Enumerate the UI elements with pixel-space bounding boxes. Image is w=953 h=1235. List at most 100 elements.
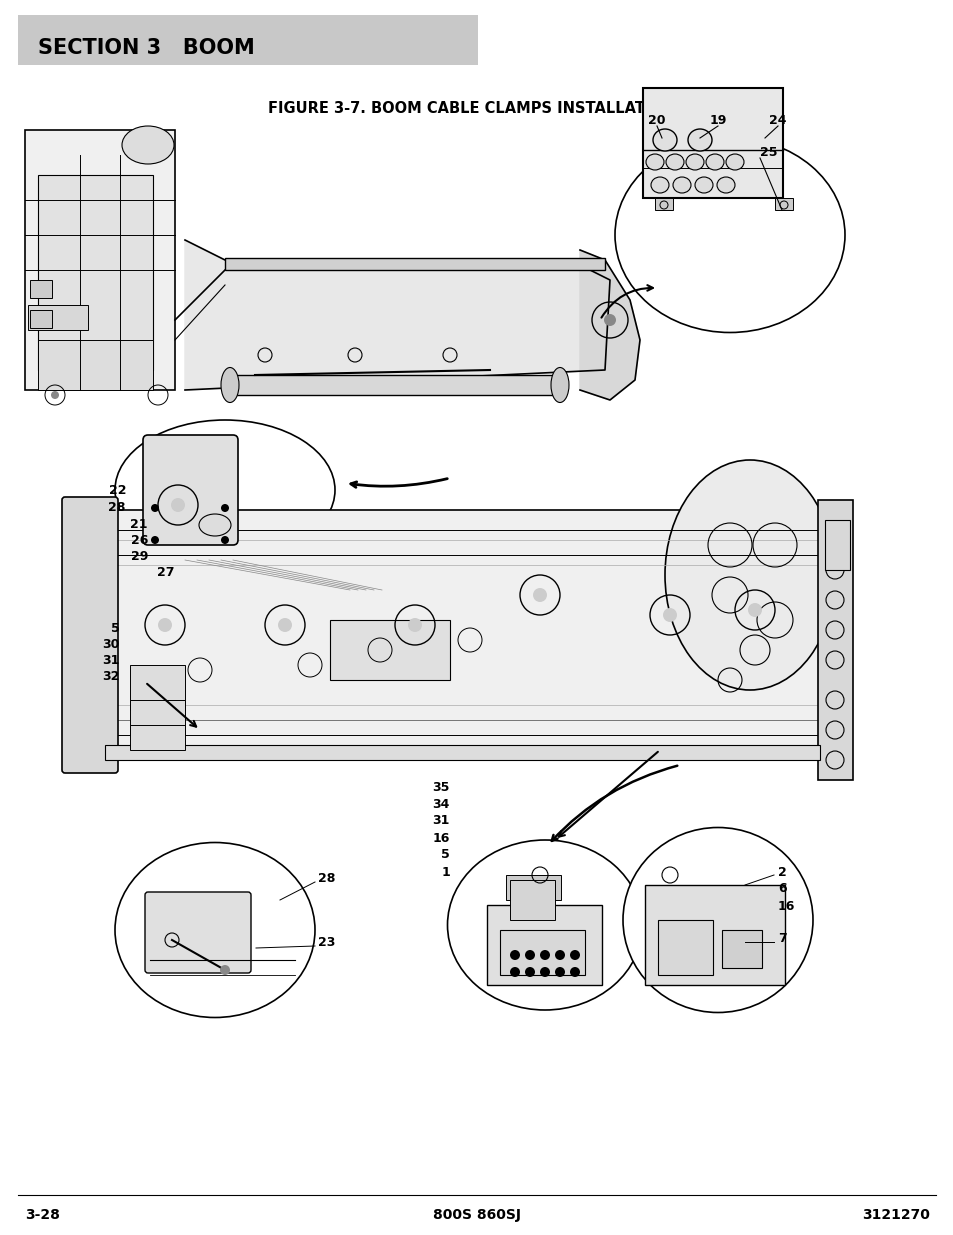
Bar xyxy=(658,920,712,974)
Circle shape xyxy=(524,967,535,977)
Circle shape xyxy=(603,314,616,326)
Text: 5: 5 xyxy=(112,621,120,635)
FancyBboxPatch shape xyxy=(62,496,118,773)
Bar xyxy=(28,305,88,330)
Circle shape xyxy=(569,950,579,960)
Circle shape xyxy=(408,618,421,632)
Circle shape xyxy=(151,504,159,513)
Circle shape xyxy=(221,504,229,513)
Bar xyxy=(774,198,792,210)
Text: 28: 28 xyxy=(108,500,125,514)
Circle shape xyxy=(171,498,185,513)
Bar xyxy=(38,175,152,370)
Circle shape xyxy=(539,950,550,960)
Circle shape xyxy=(533,588,546,601)
Text: 31: 31 xyxy=(103,653,120,667)
Ellipse shape xyxy=(115,420,335,559)
Bar xyxy=(30,310,52,329)
Text: 24: 24 xyxy=(768,114,786,126)
FancyBboxPatch shape xyxy=(143,435,237,545)
Text: SECTION 3   BOOM: SECTION 3 BOOM xyxy=(38,38,254,58)
Bar xyxy=(38,340,152,390)
Circle shape xyxy=(158,618,172,632)
Bar xyxy=(25,130,174,390)
Bar xyxy=(721,930,761,968)
Polygon shape xyxy=(579,249,639,400)
Bar xyxy=(817,500,852,781)
Bar xyxy=(824,520,849,571)
Text: 34: 34 xyxy=(432,798,450,810)
Bar xyxy=(644,885,784,986)
Ellipse shape xyxy=(695,177,712,193)
Ellipse shape xyxy=(122,126,173,164)
Text: 5: 5 xyxy=(441,848,450,862)
Text: FIGURE 3-7. BOOM CABLE CLAMPS INSTALLATIONS: FIGURE 3-7. BOOM CABLE CLAMPS INSTALLATI… xyxy=(268,100,685,116)
Text: 21: 21 xyxy=(131,517,148,531)
Circle shape xyxy=(151,536,159,543)
Bar xyxy=(18,15,477,65)
Text: 16: 16 xyxy=(778,899,795,913)
Text: 35: 35 xyxy=(432,781,450,794)
Bar xyxy=(130,725,185,750)
Bar xyxy=(30,280,52,298)
Text: 16: 16 xyxy=(432,831,450,845)
Ellipse shape xyxy=(717,177,734,193)
Circle shape xyxy=(51,391,59,399)
Text: 25: 25 xyxy=(760,146,777,158)
Bar xyxy=(130,664,185,710)
Text: 26: 26 xyxy=(131,534,148,547)
Text: 3121270: 3121270 xyxy=(862,1208,929,1221)
Ellipse shape xyxy=(645,154,663,170)
Text: 22: 22 xyxy=(110,483,127,496)
Bar xyxy=(486,905,601,986)
Circle shape xyxy=(524,950,535,960)
Ellipse shape xyxy=(672,177,690,193)
Ellipse shape xyxy=(199,514,231,536)
Ellipse shape xyxy=(115,842,314,1018)
Text: 23: 23 xyxy=(317,935,335,948)
Ellipse shape xyxy=(664,459,834,690)
Text: 29: 29 xyxy=(131,550,148,562)
Ellipse shape xyxy=(447,840,641,1010)
Text: 31: 31 xyxy=(432,815,450,827)
Bar xyxy=(225,258,604,270)
Text: 27: 27 xyxy=(157,566,174,578)
Bar xyxy=(330,620,450,680)
Text: 2: 2 xyxy=(778,866,786,878)
Text: 32: 32 xyxy=(103,669,120,683)
Bar xyxy=(642,88,782,198)
Ellipse shape xyxy=(687,128,711,151)
Text: 20: 20 xyxy=(648,114,665,126)
Bar xyxy=(499,930,584,974)
Text: 800S 860SJ: 800S 860SJ xyxy=(433,1208,520,1221)
Ellipse shape xyxy=(650,177,668,193)
Text: 30: 30 xyxy=(103,637,120,651)
Circle shape xyxy=(221,536,229,543)
Bar xyxy=(130,700,185,735)
Text: 7: 7 xyxy=(778,931,786,945)
Ellipse shape xyxy=(221,368,239,403)
Bar xyxy=(505,876,560,900)
Ellipse shape xyxy=(705,154,723,170)
Bar xyxy=(105,510,820,750)
Circle shape xyxy=(569,967,579,977)
Ellipse shape xyxy=(551,368,568,403)
Ellipse shape xyxy=(685,154,703,170)
Bar xyxy=(655,198,672,210)
Bar xyxy=(105,745,820,760)
Ellipse shape xyxy=(622,827,812,1013)
Text: 1: 1 xyxy=(441,866,450,878)
Circle shape xyxy=(555,950,564,960)
Ellipse shape xyxy=(652,128,677,151)
Ellipse shape xyxy=(615,137,844,332)
Text: 28: 28 xyxy=(317,872,335,884)
Polygon shape xyxy=(185,240,609,390)
Circle shape xyxy=(220,965,230,974)
Circle shape xyxy=(662,608,677,622)
Bar xyxy=(230,375,559,395)
Bar xyxy=(510,881,555,920)
Circle shape xyxy=(277,618,292,632)
Circle shape xyxy=(555,967,564,977)
Circle shape xyxy=(510,950,519,960)
Text: 3-28: 3-28 xyxy=(25,1208,60,1221)
